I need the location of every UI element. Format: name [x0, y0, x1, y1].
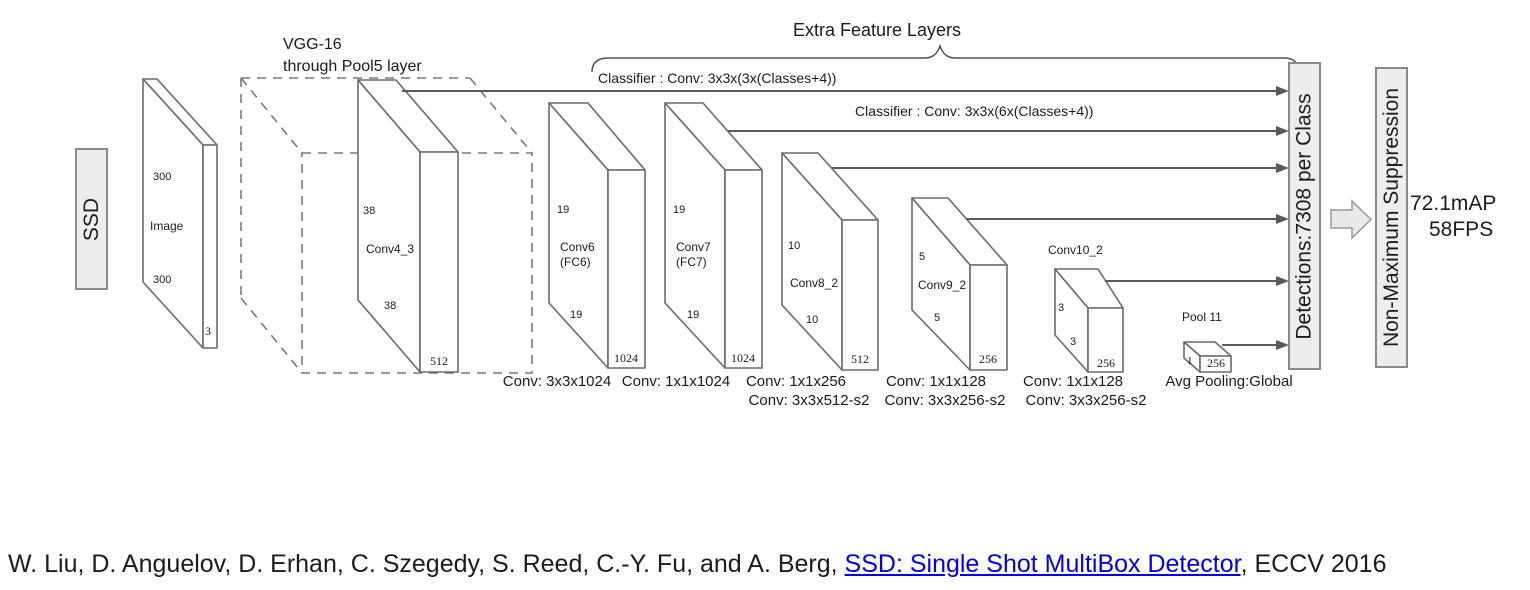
image-dim2: 300 [153, 274, 172, 286]
conv9_2-dim1: 5 [919, 251, 926, 263]
conv4_3-dim1: 38 [363, 205, 376, 217]
conv6-subname: (FC6) [560, 255, 591, 269]
image-layer-slab [142, 78, 218, 349]
conv8_2-depth: 512 [851, 352, 869, 366]
conv6-dim1: 19 [557, 204, 570, 216]
conv10_2-name: Conv10_2 [1048, 243, 1103, 257]
prism-top-right-slant [469, 77, 533, 154]
conv4_3-depth: 512 [430, 354, 448, 368]
conv4_3-slab [357, 79, 459, 373]
conv7-name: Conv7 [676, 240, 711, 254]
arrowhead-icon [1276, 126, 1289, 136]
pool11-depth: 256 [1207, 356, 1225, 370]
conv6-op: Conv: 3x3x1024 [502, 373, 612, 390]
arrowhead-icon [1276, 340, 1289, 350]
citation-link[interactable]: SSD: Single Shot MultiBox Detector [844, 550, 1241, 578]
citation-suffix: , ECCV 2016 [1240, 550, 1387, 578]
ssd-box-label: SSD [80, 197, 103, 241]
conv9_2-dim2: 5 [934, 312, 941, 324]
block-arrow-icon [1330, 199, 1373, 240]
conv9_2-name: Conv9_2 [918, 278, 967, 292]
conv6-dim2: 19 [570, 309, 583, 321]
conv7-dim1: 19 [673, 204, 686, 216]
citation-prefix: W. Liu, D. Anguelov, D. Erhan, C. Szeged… [8, 550, 845, 578]
arrowhead-icon [1276, 163, 1289, 173]
conv9_2-depth: 256 [979, 352, 997, 366]
detections-box-label: Detections:7308 per Class [1293, 92, 1316, 340]
result-fps: 58FPS [1429, 218, 1494, 241]
classifier-label-conv4_3: Classifier : Conv: 3x3x(3x(Classes+4)) [598, 70, 837, 86]
image-name: Image [150, 219, 184, 233]
conv8_2-op1: Conv: 1x1x256 [745, 373, 847, 390]
conv8_2-dim2: 10 [806, 314, 819, 326]
arrowhead-icon [1276, 214, 1289, 224]
conv8_2-name: Conv8_2 [790, 276, 839, 290]
conv7-slab [664, 102, 763, 369]
conv9_2-slab [911, 197, 1008, 371]
pool11-name: Pool 11 [1182, 310, 1222, 324]
pool11-slab [1183, 341, 1232, 373]
conv4_3-dim2: 38 [384, 300, 397, 312]
prism-bottom-left-slant [240, 297, 303, 374]
conv6-name: Conv6 [560, 240, 595, 254]
conv7-op: Conv: 1x1x1024 [621, 373, 731, 390]
citation: W. Liu, D. Anguelov, D. Erhan, C. Szeged… [8, 550, 1387, 579]
vgg-label-line2: through Pool5 layer [283, 58, 422, 75]
conv9_2-op1: Conv: 1x1x128 [885, 373, 987, 390]
classifier-label-conv7: Classifier : Conv: 3x3x(6x(Classes+4)) [855, 103, 1094, 119]
conv10_2-dim2: 3 [1070, 336, 1077, 348]
image-dim1: 300 [153, 171, 172, 183]
conv10_2-slab [1054, 268, 1124, 373]
detections-box: Detections:7308 per Class [1288, 62, 1321, 370]
conv7-dim2: 19 [687, 309, 700, 321]
image-depth: 3 [205, 324, 211, 338]
prism-top-left-slant [240, 77, 303, 154]
extra-feature-layers-brace [591, 43, 1298, 73]
conv10_2-dim1: 3 [1058, 302, 1065, 314]
conv7-subname: (FC7) [676, 255, 707, 269]
conv8_2-dim1: 10 [788, 240, 801, 252]
result-map: 72.1mAP [1410, 192, 1497, 215]
conv7-depth: 1024 [731, 351, 755, 365]
ssd-box: SSD [75, 148, 108, 290]
conv6-slab [548, 102, 646, 369]
conv6-depth: 1024 [614, 351, 638, 365]
pool11-op: Avg Pooling:Global [1165, 373, 1293, 390]
conv4_3-name: Conv4_3 [366, 242, 415, 256]
nms-box: Non-Maximum Suppression [1375, 67, 1408, 368]
arrowhead-icon [1276, 276, 1289, 286]
conv10_2-op2: Conv: 3x3x256-s2 [1025, 392, 1147, 409]
vgg-label-line1: VGG-16 [283, 36, 342, 53]
pool11-dim1: 1 [1187, 355, 1193, 367]
arrowhead-icon [1276, 86, 1289, 96]
conv9_2-op2: Conv: 3x3x256-s2 [884, 392, 1006, 409]
conv10_2-op1: Conv: 1x1x128 [1022, 373, 1124, 390]
nms-box-label: Non-Maximum Suppression [1380, 87, 1404, 348]
conv10_2-depth: 256 [1097, 356, 1115, 370]
conv8_2-slab [781, 152, 879, 371]
conv8_2-op2: Conv: 3x3x512-s2 [748, 392, 870, 409]
extra-feature-layers-title: Extra Feature Layers [792, 20, 962, 40]
